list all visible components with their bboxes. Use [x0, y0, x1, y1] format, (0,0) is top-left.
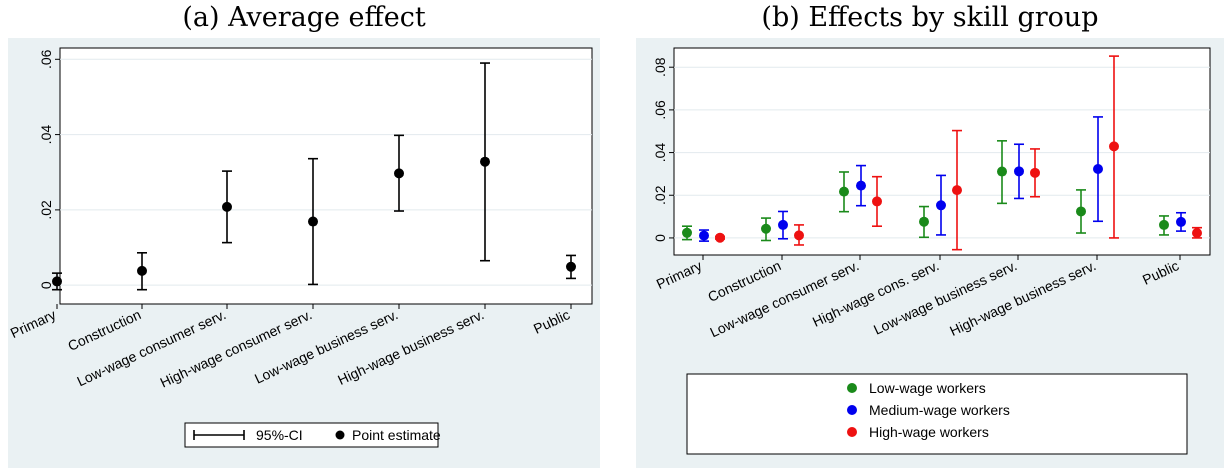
- point-estimate: [952, 185, 962, 196]
- point-estimate: [1093, 163, 1103, 174]
- y-tick-label: 0: [38, 281, 54, 289]
- point-estimate: [682, 227, 692, 238]
- point-estimate: [1159, 219, 1169, 230]
- point-estimate: [394, 168, 404, 179]
- point-estimate: [936, 200, 946, 211]
- point-estimate: [778, 219, 788, 230]
- legend-box: [686, 373, 1188, 455]
- point-estimate: [1076, 206, 1086, 217]
- y-tick-label: .06: [38, 49, 54, 69]
- legend-label: Medium-wage workers: [869, 402, 1010, 418]
- point-estimate: [715, 232, 725, 243]
- legend-label: 95%-CI: [256, 427, 303, 443]
- point-estimate: [1109, 141, 1119, 152]
- y-tick-label: 0: [652, 234, 668, 242]
- y-tick-label: .06: [652, 100, 668, 120]
- point-estimate: [566, 261, 576, 272]
- point-estimate: [839, 186, 849, 197]
- point-estimate: [794, 230, 804, 241]
- point-estimate: [761, 223, 771, 234]
- point-estimate: [137, 265, 147, 276]
- plot-area: [59, 47, 593, 305]
- point-estimate: [1192, 228, 1202, 239]
- point-estimate: [919, 216, 929, 227]
- legend-label: Point estimate: [352, 427, 441, 443]
- y-tick-label: .04: [652, 143, 668, 163]
- point-estimate: [52, 276, 62, 287]
- point-estimate: [997, 166, 1007, 177]
- panel-a-title: (a) Average effect: [182, 2, 426, 33]
- panel-b-title: (b) Effects by skill group: [761, 2, 1099, 33]
- legend-marker: [847, 383, 857, 393]
- point-estimate: [872, 196, 882, 207]
- point-estimate: [1176, 216, 1186, 227]
- point-estimate: [480, 156, 490, 167]
- point-estimate: [222, 201, 232, 212]
- legend-label: Low-wage workers: [869, 380, 986, 396]
- y-tick-label: .04: [38, 125, 54, 145]
- point-estimate: [1030, 167, 1040, 178]
- y-tick-label: .08: [652, 57, 668, 77]
- point-estimate: [699, 230, 709, 241]
- legend-marker: [847, 427, 857, 437]
- y-tick-label: .02: [38, 200, 54, 220]
- point-estimate: [308, 216, 318, 227]
- legend-marker: [847, 405, 857, 415]
- legend-point-marker: [335, 430, 345, 440]
- y-tick-label: .02: [652, 185, 668, 205]
- plot-area: [673, 47, 1211, 256]
- legend-label: High-wage workers: [869, 424, 989, 440]
- point-estimate: [1014, 166, 1024, 177]
- point-estimate: [856, 180, 866, 191]
